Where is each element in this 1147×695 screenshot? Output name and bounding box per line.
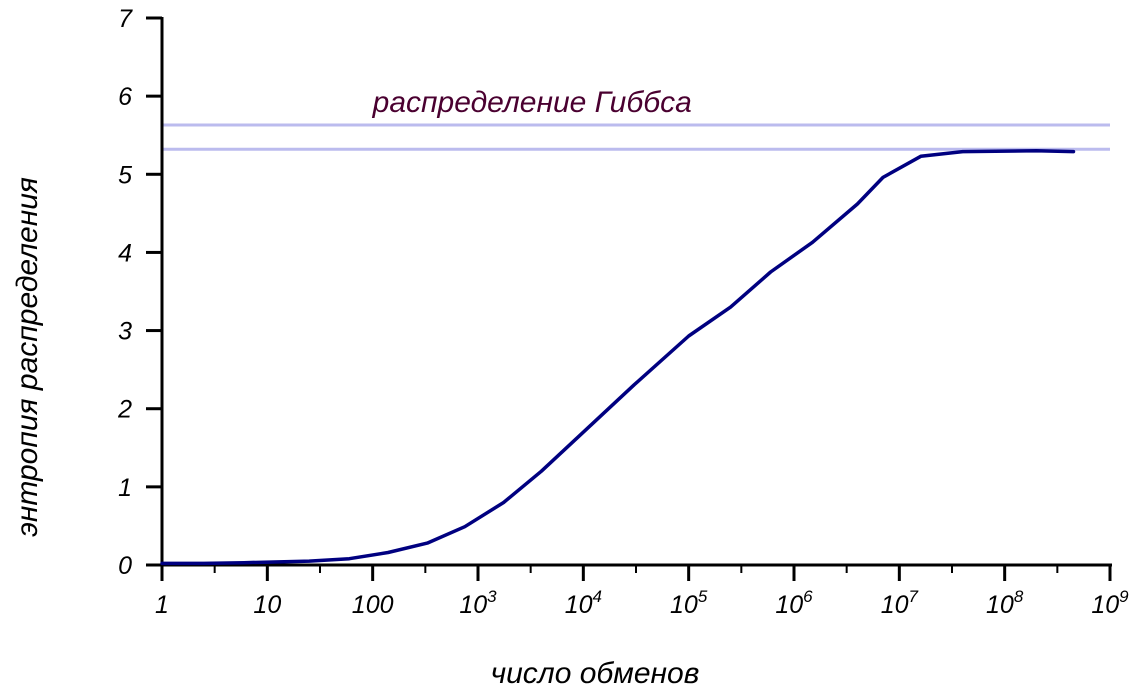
y-tick-label: 7 (118, 5, 133, 33)
x-tick-label: 105 (670, 587, 708, 619)
y-axis-title: энтропия распределения (11, 177, 44, 537)
x-axis-title: число обменов (491, 657, 700, 690)
x-tick-label: 104 (565, 587, 602, 619)
x-tick-label: 103 (459, 587, 497, 619)
annotation-layer: распределение Гиббса (372, 86, 692, 119)
y-tick-label: 2 (117, 396, 132, 424)
x-tick-label: 107 (881, 587, 919, 619)
x-tick-label: 10 (253, 591, 281, 619)
x-axis-ticks: 1 10 100 103 104 105 106 107 108 109 (155, 565, 1129, 619)
x-tick-label: 109 (1091, 587, 1129, 619)
y-tick-label: 1 (118, 474, 132, 502)
x-tick-label: 100 (352, 591, 394, 619)
y-axis-ticks: 0 1 2 3 4 5 6 7 (117, 5, 162, 580)
gibbs-reference-lines (162, 123, 1110, 151)
y-tick-label: 6 (118, 83, 132, 111)
y-tick-label: 4 (118, 239, 132, 267)
entropy-curve (160, 149, 1076, 566)
gibbs-annotation-label: распределение Гиббса (372, 86, 692, 119)
series-layer (160, 149, 1076, 566)
y-tick-label: 0 (118, 552, 132, 580)
y-tick-label: 5 (118, 161, 132, 189)
x-tick-label: 1 (155, 591, 169, 619)
x-tick-label: 106 (775, 587, 813, 619)
y-tick-label: 3 (118, 318, 132, 346)
x-tick-label: 108 (986, 587, 1024, 619)
